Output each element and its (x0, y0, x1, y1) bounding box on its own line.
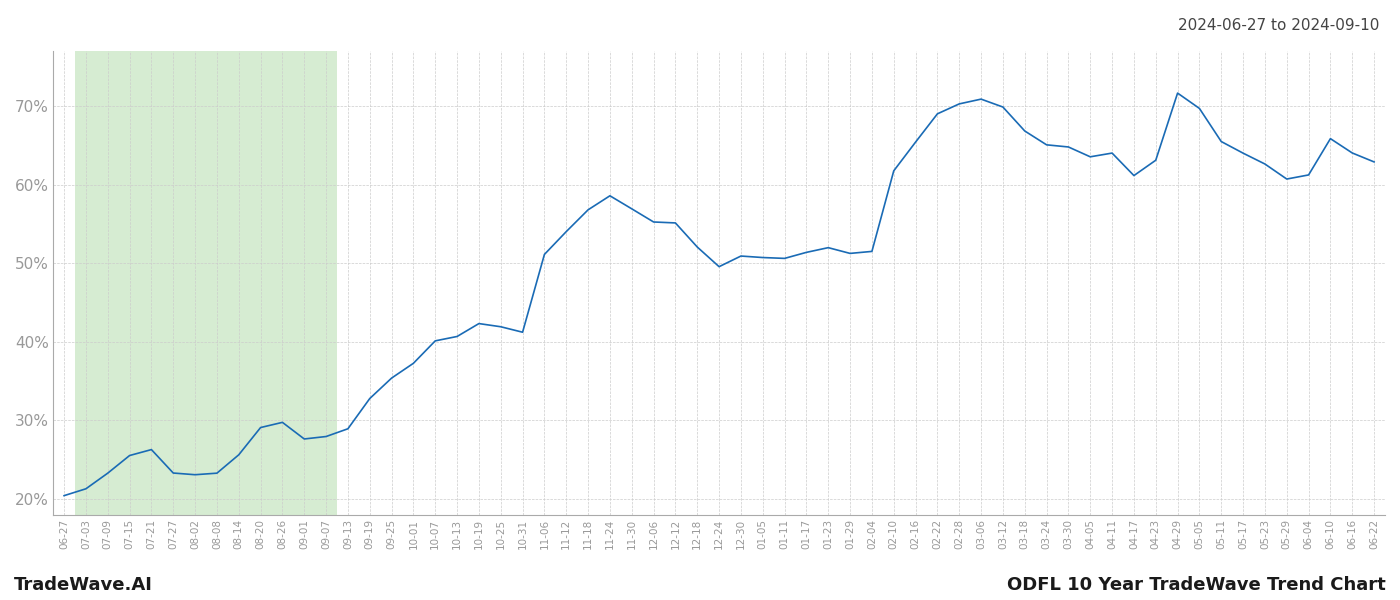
Bar (76, 51, 337, 515)
Text: TradeWave.AI: TradeWave.AI (14, 576, 153, 594)
Text: 2024-06-27 to 2024-09-10: 2024-06-27 to 2024-09-10 (1177, 18, 1379, 33)
Text: ODFL 10 Year TradeWave Trend Chart: ODFL 10 Year TradeWave Trend Chart (1007, 576, 1386, 594)
